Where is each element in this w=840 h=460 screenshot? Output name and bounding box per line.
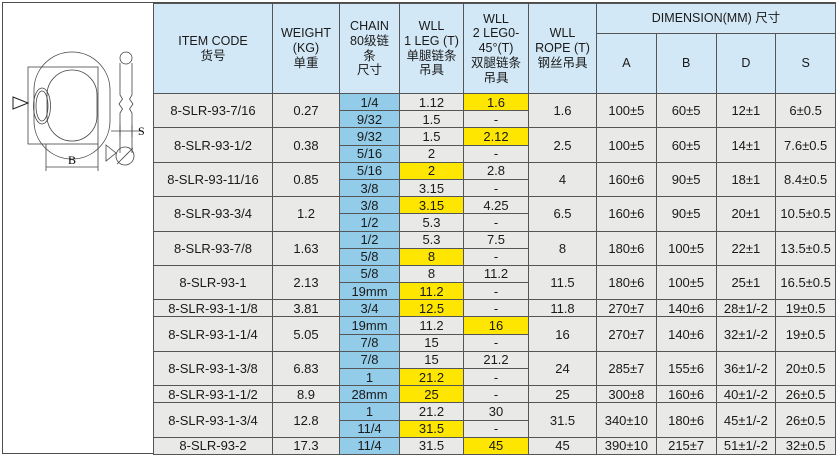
svg-text:S: S [138, 124, 145, 138]
svg-text:B: B [68, 153, 76, 167]
